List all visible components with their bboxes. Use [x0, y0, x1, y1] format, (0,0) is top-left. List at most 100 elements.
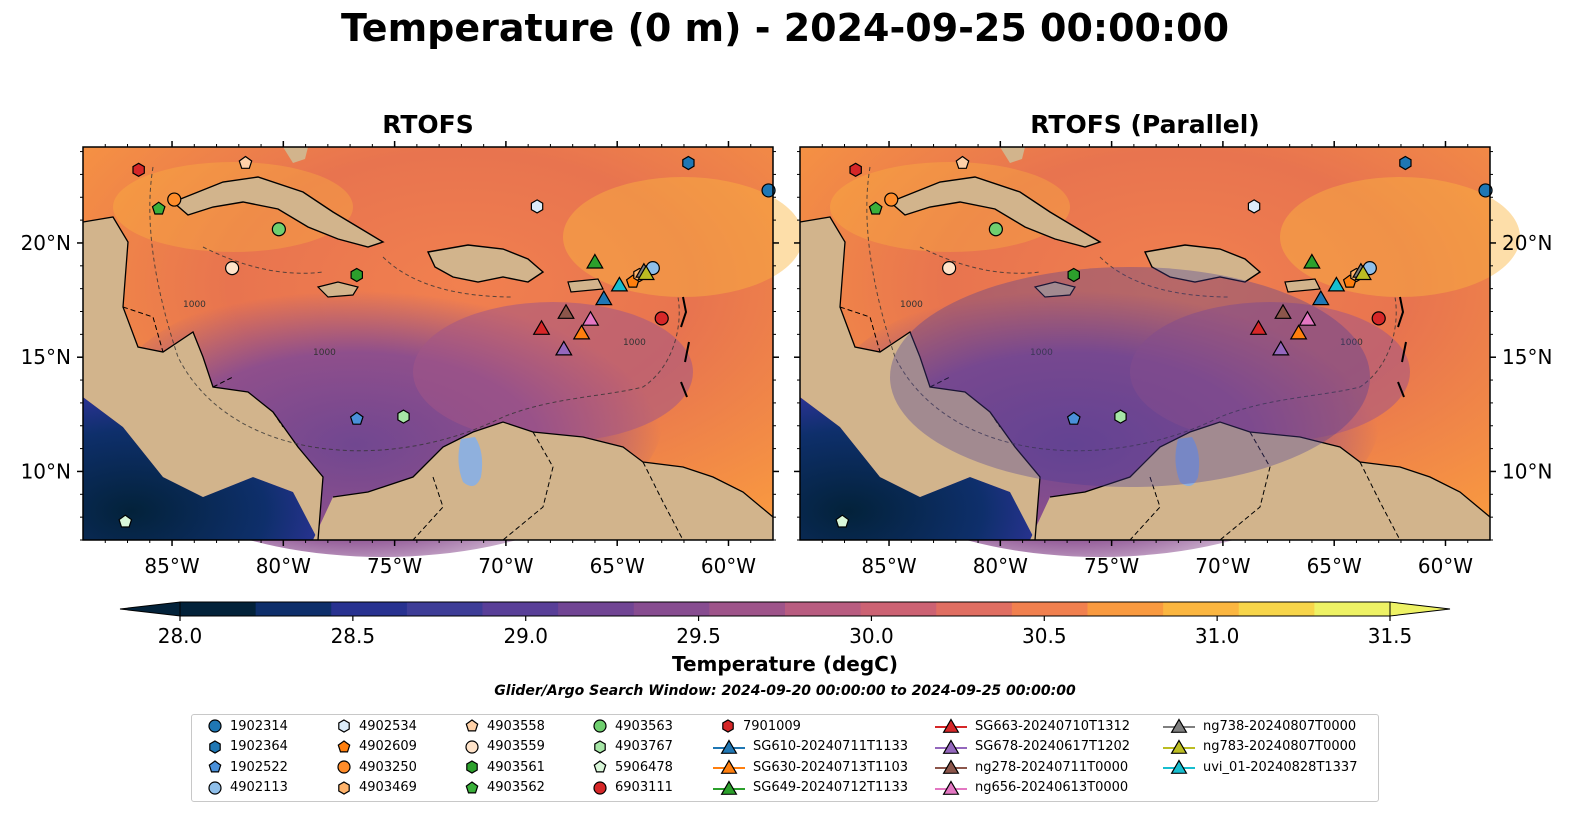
- obs-marker-1902522: [1066, 411, 1081, 425]
- colorbar-swatch: [255, 602, 332, 616]
- obs-marker-ng783-20240807t0000: [637, 264, 655, 281]
- legend-marker: [337, 760, 351, 774]
- legend-label: 4903250: [359, 759, 417, 775]
- legend-marker-triangle-icon: [1163, 759, 1195, 774]
- legend-label: uvi_01-20240828T1337: [1203, 759, 1358, 775]
- obs-marker-1902364: [1399, 155, 1412, 171]
- legend-item: 4903561: [455, 758, 545, 776]
- legend-label: 4903562: [487, 780, 545, 795]
- legend-label: ng738-20240807T0000: [1203, 718, 1357, 734]
- lat-tick-label: 15°N: [21, 345, 71, 369]
- legend-label: 4903563: [615, 718, 673, 734]
- map-right-title: RTOFS (Parallel): [1030, 110, 1260, 139]
- lon-tick-label: 85°W: [144, 554, 199, 578]
- legend-item: 7901009: [711, 717, 801, 735]
- obs-marker-sg663-20240710t1312: [532, 319, 551, 335]
- legend-marker: [720, 779, 738, 795]
- obs-marker-4903563: [271, 222, 286, 237]
- legend-item: 4902609: [327, 738, 417, 756]
- colorbar-swatch: [785, 602, 862, 616]
- legend-marker-circle-icon: [593, 719, 607, 733]
- obs-marker-7901009: [849, 162, 862, 177]
- colorbar-label: Temperature (degC): [672, 652, 898, 676]
- legend-marker-hexagon-icon: [594, 739, 606, 754]
- legend-item: 4903469: [327, 779, 417, 797]
- obs-marker-4903559: [225, 260, 240, 276]
- obs-marker-1902314: [1478, 183, 1493, 198]
- legend-item: SG678-20240617T1202: [933, 738, 1130, 756]
- legend-marker: [594, 739, 606, 754]
- map-panel-right[interactable]: 85°W 80°W 75°W 70°W 65°W 60°W 10°N 15°N 20°N: [794, 141, 1552, 578]
- legend-marker-triangle-icon: [935, 779, 967, 795]
- legend-marker-triangle-icon: [935, 759, 967, 774]
- obs-marker-4903561: [1067, 267, 1080, 283]
- legend-label: 1902364: [230, 739, 288, 754]
- legend-marker-hexagon-icon: [722, 719, 734, 733]
- legend-item: 1902364: [198, 738, 288, 756]
- legend-marker: [720, 738, 738, 754]
- legend-label: 4902534: [359, 718, 417, 734]
- obs-marker-4903561: [350, 267, 363, 283]
- colorbar: 28.0 28.5 29.0 29.5 30.0 30.5 31.0 31.5: [119, 601, 1451, 648]
- legend-item: 4903559: [455, 738, 545, 756]
- colorbar-swatch: [331, 602, 408, 616]
- legend-marker-triangle-icon: [1163, 738, 1195, 754]
- lon-tick-label: 80°W: [256, 554, 311, 578]
- legend-label: 6903111: [615, 780, 673, 795]
- map-right-axes: 85°W 80°W 75°W 70°W 65°W 60°W 10°N 15°N 20°N: [794, 141, 1552, 578]
- legend-label: SG663-20240710T1312: [975, 718, 1131, 734]
- legend-item: 1902522: [198, 758, 288, 776]
- obs-marker-4903563: [988, 222, 1003, 237]
- legend-marker: [1170, 759, 1188, 774]
- legend-label: ng656-20240613T0000: [975, 780, 1129, 795]
- map-panel-left[interactable]: 85°W 80°W 75°W 70°W 65°W 60°W 10°N 15°N 20°N: [21, 141, 804, 578]
- obs-marker-5906478: [118, 514, 133, 528]
- legend-marker-circle-icon: [465, 739, 479, 754]
- legend-label: SG678-20240617T1202: [975, 739, 1131, 754]
- colorbar-swatch: [860, 602, 937, 616]
- legend-marker: [942, 759, 960, 774]
- observation-markers-right: [835, 155, 1493, 528]
- lon-tick-label: 80°W: [973, 554, 1028, 578]
- legend-label: 4903558: [487, 718, 545, 734]
- lon-tick-label: 75°W: [367, 554, 422, 578]
- legend-marker-triangle-icon: [935, 738, 967, 754]
- colorbar-extend-low: [119, 601, 181, 617]
- colorbar-swatch: [1011, 602, 1088, 616]
- colorbar-tick-label: 29.5: [676, 624, 721, 648]
- colorbar-swatch: [406, 602, 483, 616]
- legend-marker-circle-icon: [208, 780, 222, 795]
- colorbar-swatch: [633, 602, 710, 616]
- legend-marker-hexagon-icon: [338, 719, 350, 733]
- colorbar-tick-label: 31.0: [1195, 624, 1240, 648]
- obs-marker-ng656-20240613t0000: [581, 310, 600, 326]
- obs-marker-sg663-20240710t1312: [1249, 319, 1268, 335]
- colorbar-swatch: [1087, 602, 1164, 616]
- obs-marker-ng783-20240807t0000: [1354, 264, 1372, 281]
- legend-marker-triangle-icon: [935, 718, 967, 733]
- legend-marker-hexagon-icon: [209, 739, 221, 754]
- legend-marker-triangle-icon: [1163, 718, 1195, 733]
- obs-marker-sg610-20240711t1133: [594, 289, 613, 306]
- legend-marker-hexagon-icon: [466, 760, 478, 774]
- legend-marker: [209, 739, 221, 754]
- legend-marker-circle-icon: [208, 719, 222, 733]
- colorbar-tick-label: 30.0: [849, 624, 894, 648]
- legend-item: ng656-20240613T0000: [933, 779, 1128, 797]
- obs-marker-sg649-20240712t1133: [586, 253, 604, 269]
- legend-label: 1902314: [230, 718, 288, 734]
- colorbar-extend-high: [1389, 601, 1451, 617]
- legend-marker: [338, 780, 350, 795]
- legend-marker: [466, 760, 478, 774]
- legend-marker: [208, 719, 222, 733]
- obs-marker-4903767: [397, 409, 410, 424]
- legend-marker-pentagon-icon: [337, 739, 351, 752]
- obs-marker-7901009: [132, 162, 145, 177]
- legend-label: ng783-20240807T0000: [1203, 739, 1357, 754]
- colorbar-swatch: [482, 602, 559, 616]
- legend-item: 4902534: [327, 717, 417, 735]
- legend-marker: [465, 780, 479, 793]
- obs-marker-1902522: [349, 411, 364, 425]
- lon-tick-label: 65°W: [590, 554, 645, 578]
